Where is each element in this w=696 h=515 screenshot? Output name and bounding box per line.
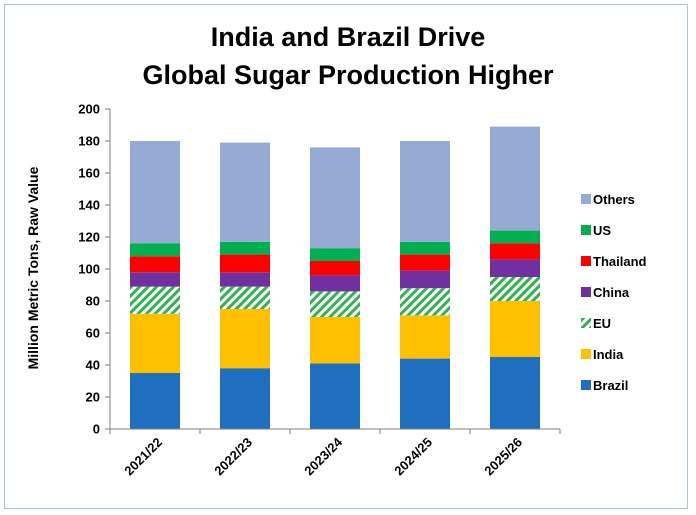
legend-swatch-china [581,287,591,297]
bar-segment-us [130,243,180,257]
legend-label-china: China [593,285,630,300]
legend-label-india: India [593,347,624,362]
bar-segment-thailand [130,256,180,273]
bar-segment-others [490,126,540,231]
bar-segment-india [400,315,450,359]
bar-segment-us [490,230,540,244]
legend-label-brazil: Brazil [593,378,628,393]
legend-swatch-others [581,194,591,204]
bar-segment-others [220,142,270,242]
bar-segment-china [400,270,450,289]
y-tick-label: 140 [78,198,100,213]
y-tick-label: 180 [78,134,100,149]
x-tick-label: 2024/25 [391,435,435,479]
bar-segment-us [310,248,360,261]
legend-swatch-thailand [581,256,591,266]
bar-segment-us [400,241,450,255]
legend-label-us: US [593,223,611,238]
bar-segment-brazil [310,363,360,429]
bar-segment-india [220,309,270,369]
legend-label-thailand: Thailand [593,254,647,269]
bar-segment-china [310,275,360,292]
chart-title-line-1: India and Brazil Drive [210,22,486,52]
bar-segment-brazil [220,368,270,429]
bar-segment-brazil [490,357,540,429]
y-tick-label: 120 [78,230,100,245]
bar-segment-thailand [220,254,270,273]
y-tick-label: 20 [86,390,100,405]
y-tick-label: 160 [78,166,100,181]
bar-segment-thailand [400,254,450,271]
bar-segment-eu [490,277,540,301]
chart-title-line-2: Global Sugar Production Higher [142,60,554,90]
legend-swatch-us [581,225,591,235]
y-axis-label: Million Metric Tons, Raw Value [25,166,41,369]
x-tick-label: 2022/23 [211,435,255,479]
bar-segment-others [310,147,360,249]
bar-segment-brazil [400,358,450,429]
x-tick-label: 2021/22 [121,435,165,479]
bar-segment-eu [130,286,180,314]
bar-segment-brazil [130,373,180,429]
y-tick-label: 40 [86,358,100,373]
x-tick-label: 2023/24 [301,434,345,478]
bar-segment-others [400,141,450,242]
bar-segment-china [220,272,270,287]
bar-segment-china [490,259,540,277]
bar-segment-india [490,301,540,357]
y-tick-label: 200 [78,102,100,117]
y-tick-label: 100 [78,262,100,277]
y-tick-label: 60 [86,326,100,341]
bar-segment-thailand [490,243,540,260]
legend-label-others: Others [593,192,635,207]
x-tick-label: 2025/26 [481,435,525,479]
y-tick-label: 0 [93,422,100,437]
legend-swatch-eu [581,318,591,328]
bar-segment-eu [400,288,450,316]
bar-segment-thailand [310,261,360,276]
legend-swatch-brazil [581,380,591,390]
bar-segment-china [130,272,180,287]
bar-segment-eu [220,286,270,309]
legend-label-eu: EU [593,316,611,331]
bar-segment-eu [310,291,360,317]
bar-segment-us [220,241,270,255]
bar-segment-india [130,313,180,373]
y-tick-label: 80 [86,294,100,309]
bar-segment-others [130,141,180,244]
bar-segment-india [310,317,360,364]
legend-swatch-india [581,349,591,359]
